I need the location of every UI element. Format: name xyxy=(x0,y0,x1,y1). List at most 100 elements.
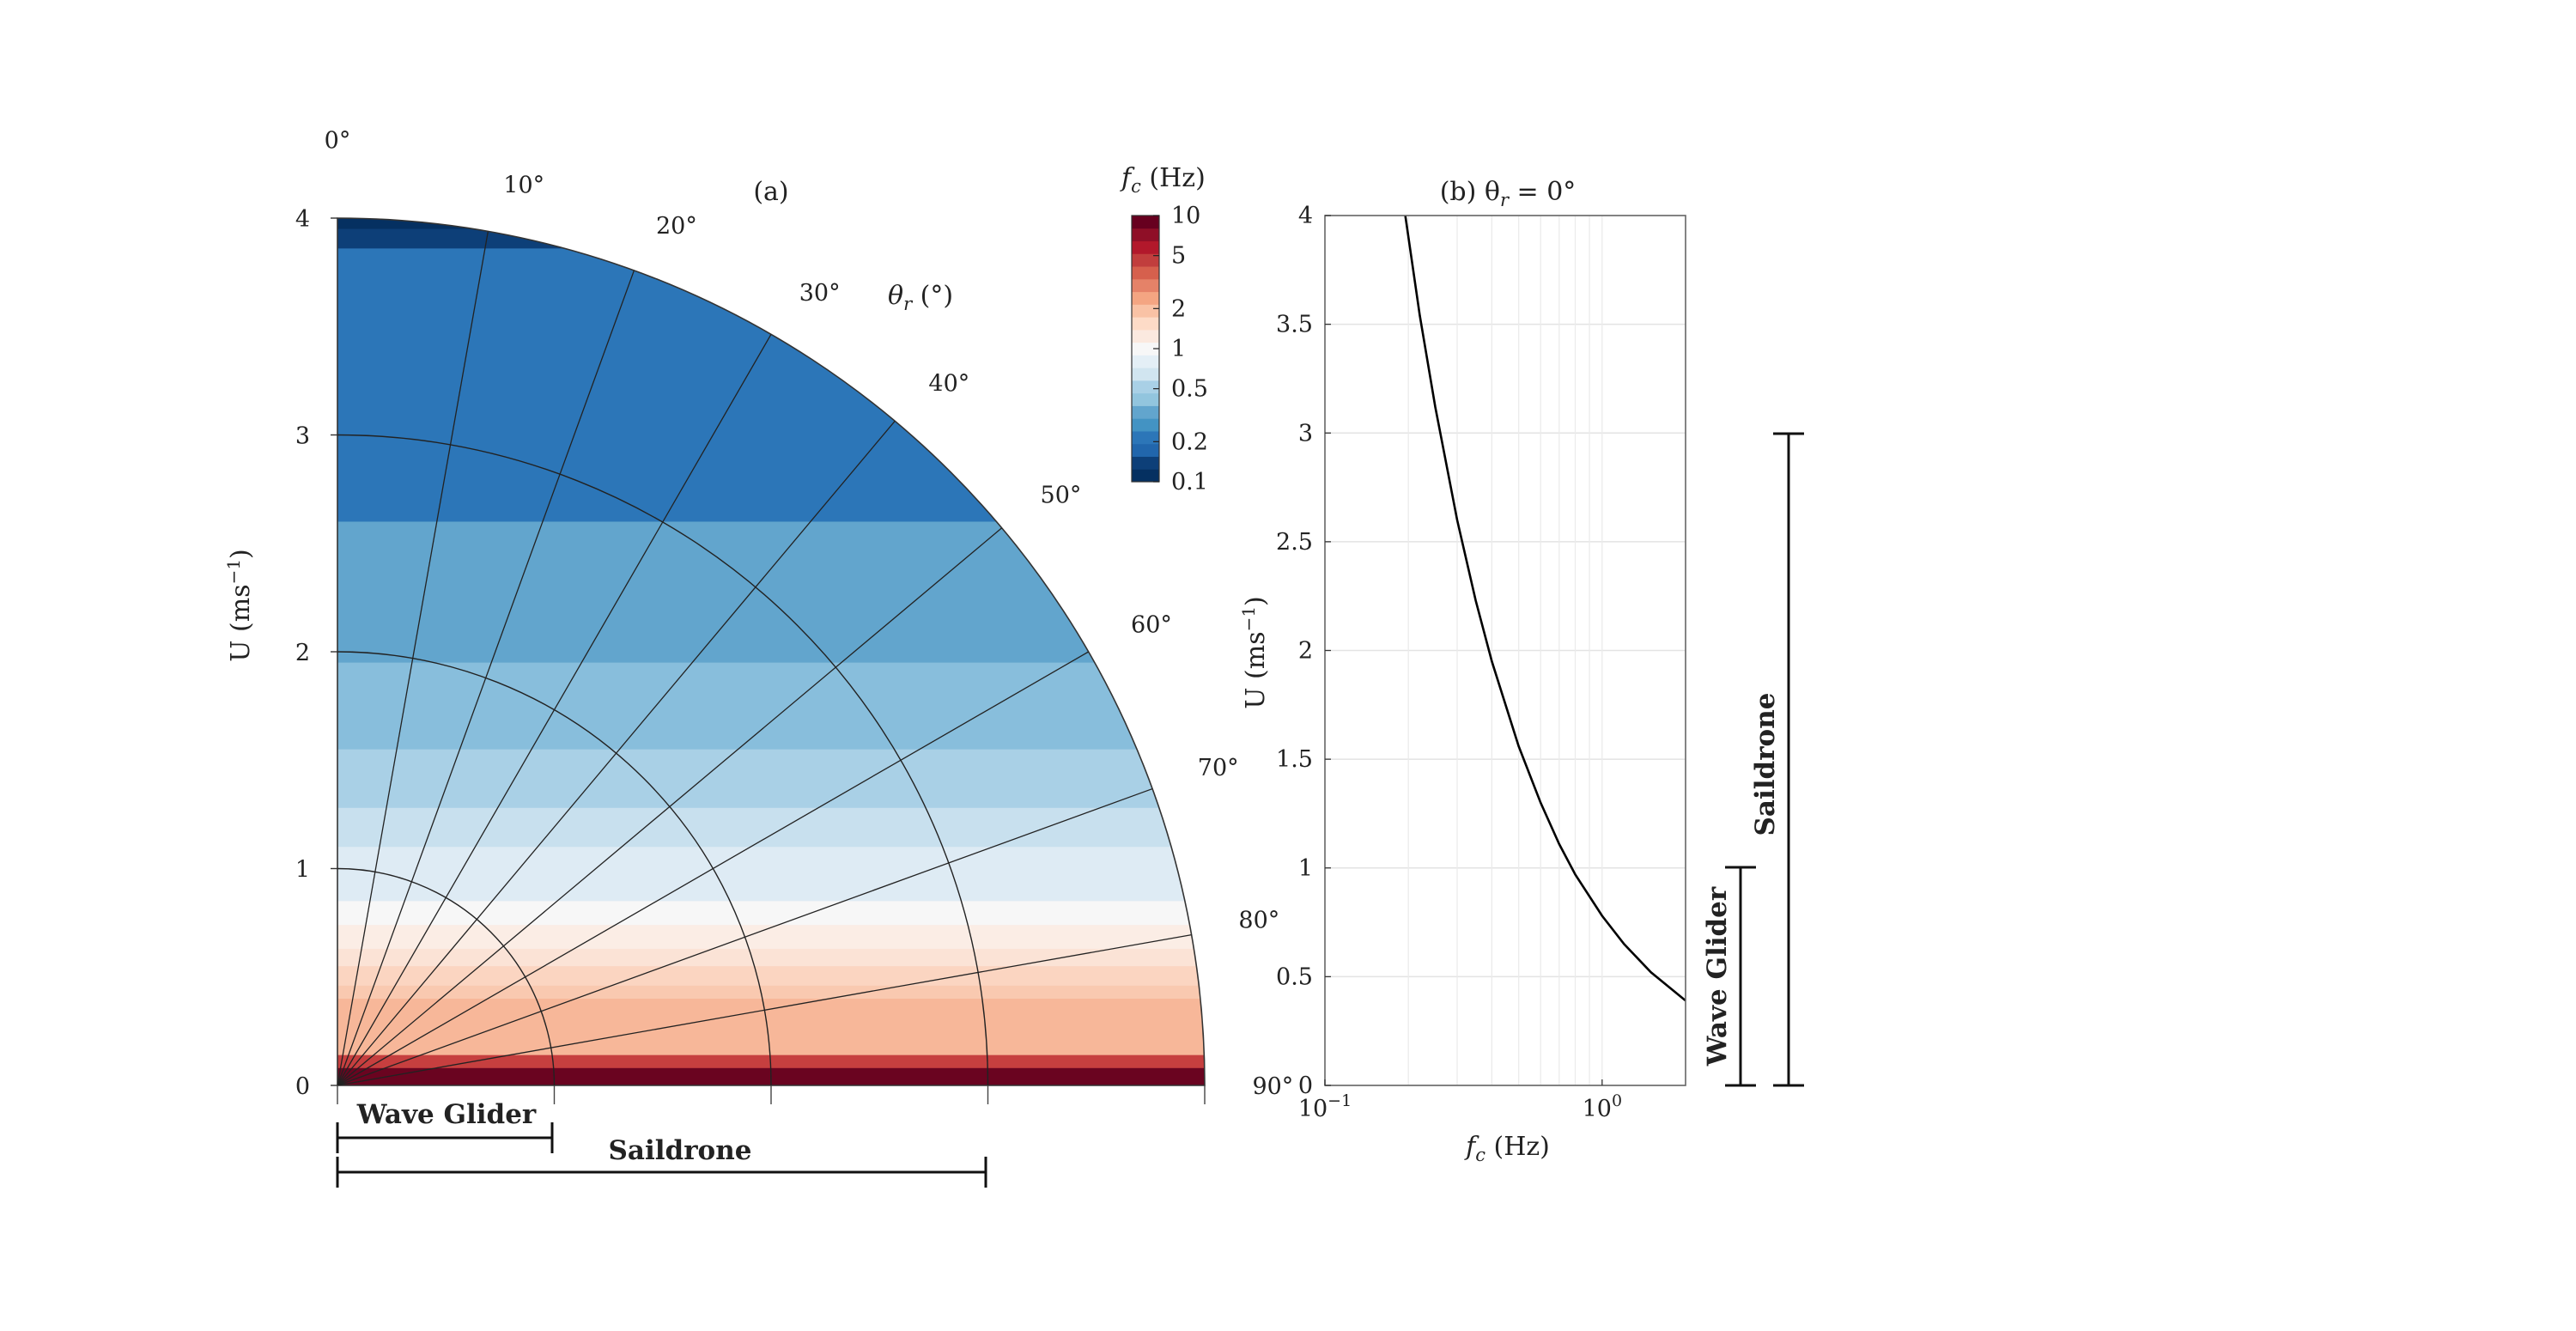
wave-glider-range-vertical: Wave Glider xyxy=(1702,866,1756,1087)
y-tick-label-7: 3.5 xyxy=(1276,312,1313,338)
fc-curve xyxy=(1404,215,1686,1002)
y-tick-label-6: 3 xyxy=(1298,420,1313,447)
colorbar-tick-label-4: 0.5 xyxy=(1171,376,1208,403)
colorbar-tick-label-6: 0.1 xyxy=(1171,469,1208,495)
wave-glider-label: Wave Glider xyxy=(356,1099,537,1130)
colorbar-swatch-7 xyxy=(1132,380,1159,394)
color-band-14 xyxy=(337,1054,1205,1069)
colorbar-label: fc (Hz) xyxy=(1120,163,1206,197)
angle-tick-70: 70° xyxy=(1198,755,1239,781)
line-panel: 0 0.5 1 1.5 2 2.5 3 3.5 4 10−1 100 (b) θr = 0° fc … xyxy=(1238,177,1804,1165)
radial-tick-label-0: 0 xyxy=(295,1073,310,1100)
color-band-15 xyxy=(337,1067,1205,1085)
wave-glider-range: Wave Glider xyxy=(336,1099,554,1153)
radial-tick-label-1: 1 xyxy=(295,857,310,884)
color-band-12 xyxy=(337,985,1205,1000)
colorbar-tick-label-0: 10 xyxy=(1171,203,1200,229)
angle-spokes xyxy=(337,231,1192,1086)
spoke-60 xyxy=(337,651,1090,1086)
angle-tick-30: 30° xyxy=(799,280,841,307)
saildrone-range-vertical: Saildrone xyxy=(1750,432,1804,1087)
sector-outline xyxy=(337,217,1206,1086)
x-tick-label-1: 100 xyxy=(1583,1091,1622,1122)
y-tick-label-1: 0.5 xyxy=(1276,963,1313,990)
ring-2 xyxy=(337,651,772,1086)
colorbar-swatch-13 xyxy=(1132,304,1159,318)
color-band-1 xyxy=(337,228,1205,249)
colorbar-swatch-1 xyxy=(1132,456,1159,470)
radial-tick-label-2: 2 xyxy=(295,640,310,666)
colorbar-tick-label-1: 5 xyxy=(1171,243,1186,270)
y-tick-label-3: 1.5 xyxy=(1276,746,1313,773)
color-band-6 xyxy=(337,807,1205,848)
ring-3 xyxy=(337,434,989,1086)
angle-tick-labels: 0° 10° 20° 30° 40° 50° 60° 70° 80° 90° xyxy=(325,128,1294,1100)
colorbar-swatch-12 xyxy=(1132,317,1159,331)
colorbar-tick-label-5: 0.2 xyxy=(1171,428,1208,455)
colorbar-swatch-17 xyxy=(1132,253,1159,267)
colorbar-swatch-18 xyxy=(1132,240,1159,254)
angle-tick-0: 0° xyxy=(325,128,351,155)
colorbar-swatch-8 xyxy=(1132,368,1159,381)
color-band-9 xyxy=(337,925,1205,950)
spoke-10 xyxy=(337,231,489,1086)
y-tick-label-8: 4 xyxy=(1298,203,1313,229)
y-tick-label-5: 2.5 xyxy=(1276,529,1313,556)
colorbar-swatch-4 xyxy=(1132,418,1159,432)
angle-tick-50: 50° xyxy=(1041,483,1082,509)
colorbar-swatch-16 xyxy=(1132,266,1159,280)
spoke-50 xyxy=(337,527,1003,1086)
angle-tick-20: 20° xyxy=(656,213,697,240)
spoke-70 xyxy=(337,787,1153,1086)
color-band-4 xyxy=(337,662,1205,751)
colorbar-swatch-10 xyxy=(1132,342,1159,356)
colorbar-swatch-0 xyxy=(1132,469,1159,483)
y-tick-label-4: 2 xyxy=(1298,638,1313,665)
colorbar-swatch-11 xyxy=(1132,329,1159,343)
wave-glider-label-vertical: Wave Glider xyxy=(1702,886,1733,1067)
panel-a-title: (a) xyxy=(753,177,788,207)
angle-tick-60: 60° xyxy=(1131,611,1172,638)
line-plot-ticks: 0 0.5 1 1.5 2 2.5 3 3.5 4 10−1 100 xyxy=(1276,203,1622,1122)
radial-tick-label-4: 4 xyxy=(295,206,310,233)
y-tick-label-2: 1 xyxy=(1298,855,1313,882)
color-band-3 xyxy=(337,521,1205,664)
colorbar-swatch-19 xyxy=(1132,228,1159,242)
angle-tick-10: 10° xyxy=(503,173,544,199)
angle-axis-label: θr (°) xyxy=(888,281,953,314)
x-axis-label: fc (Hz) xyxy=(1464,1132,1550,1165)
y-axis-label: U (ms−1) xyxy=(1238,596,1271,709)
x-tick-label-0: 10−1 xyxy=(1298,1091,1352,1122)
colorbar-swatch-14 xyxy=(1132,291,1159,305)
angle-tick-40: 40° xyxy=(928,370,969,397)
radial-rings xyxy=(337,434,989,1086)
colorbar-swatch-2 xyxy=(1132,443,1159,457)
colorbar-tick-label-2: 2 xyxy=(1171,295,1186,322)
angle-tick-90: 90° xyxy=(1252,1073,1293,1100)
y-tick-label-0: 0 xyxy=(1298,1073,1313,1099)
spoke-30 xyxy=(337,333,772,1086)
saildrone-label: Saildrone xyxy=(609,1135,752,1166)
radial-ticks: 0 1 2 3 4 xyxy=(295,206,1206,1104)
panel-b-title: (b) θr = 0° xyxy=(1440,177,1577,210)
spoke-20 xyxy=(337,270,635,1086)
colorbar-swatch-5 xyxy=(1132,405,1159,419)
spoke-40 xyxy=(337,420,896,1086)
colorbar-swatch-15 xyxy=(1132,278,1159,293)
color-band-7 xyxy=(337,847,1205,902)
colorbar-swatch-6 xyxy=(1132,392,1159,406)
spoke-80 xyxy=(337,933,1192,1086)
color-band-2 xyxy=(337,248,1205,523)
angle-tick-80: 80° xyxy=(1238,908,1279,934)
colorbar-swatch-3 xyxy=(1132,430,1159,445)
colorbar-swatch-9 xyxy=(1132,355,1159,368)
radial-axis-label: U (ms−1) xyxy=(223,549,256,662)
color-band-5 xyxy=(337,749,1205,809)
color-band-10 xyxy=(337,948,1205,967)
colorbar: 10 5 2 1 0.5 0.2 0.1 xyxy=(1131,203,1208,495)
saildrone-label-vertical: Saildrone xyxy=(1750,693,1781,836)
radial-tick-label-3: 3 xyxy=(295,423,310,450)
colorbar-tick-label-3: 1 xyxy=(1171,336,1186,362)
